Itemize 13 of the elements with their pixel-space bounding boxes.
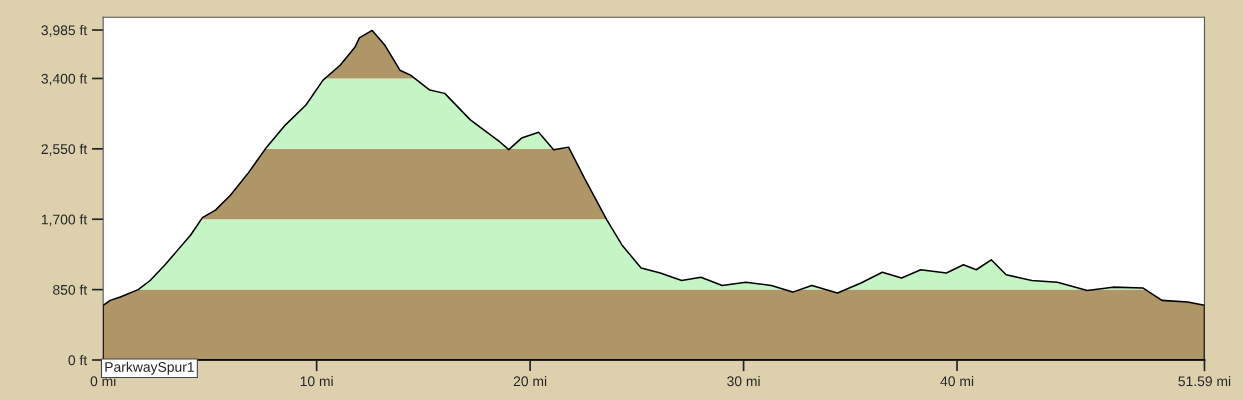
x-tick-label: 51.59 mi	[1178, 375, 1231, 387]
y-tick-label: 3,400 ft	[41, 73, 88, 86]
y-tick-label: 2,550 ft	[41, 143, 88, 156]
x-tick-label: 10 mi	[300, 375, 333, 387]
x-tick-label: 40 mi	[940, 375, 974, 387]
y-tick-label: 0 ft	[68, 354, 88, 366]
x-tick-label: 0 mi	[90, 375, 116, 387]
y-tick-label: 850 ft	[53, 284, 88, 295]
text: ParkwaySpur1	[105, 361, 194, 375]
y-tick-label: 3,985 ft	[41, 25, 88, 37]
x-tick-label: 30 mi	[727, 375, 760, 387]
y-tick-label: 1,700 ft	[41, 214, 88, 227]
x-tick-label: 20 mi	[513, 375, 547, 387]
